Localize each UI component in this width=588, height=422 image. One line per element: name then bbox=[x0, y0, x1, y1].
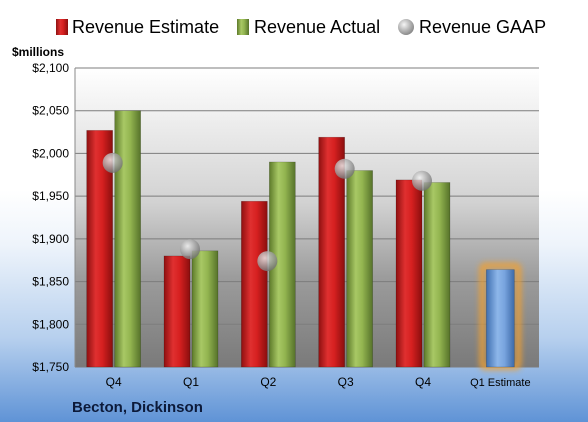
bar-revenue-actual bbox=[191, 250, 219, 368]
x-tick-label: Q4 bbox=[415, 375, 431, 389]
x-axis: Q4 Q1 Q2 Q3 Q4 Q1 Estimate bbox=[106, 375, 531, 389]
y-axis: $1,750 $1,800 $1,850 $1,900 $1,950 $2,000 $2,0… bbox=[32, 61, 76, 374]
x-tick-label: Q3 bbox=[338, 375, 354, 389]
bar-revenue-estimate bbox=[241, 200, 268, 368]
legend-label-revenue-actual: Revenue Actual bbox=[254, 17, 380, 37]
bar-revenue-estimate bbox=[395, 179, 423, 368]
y-tick-label: $1,800 bbox=[32, 317, 69, 331]
y-tick-label: $2,000 bbox=[32, 146, 69, 160]
y-axis-label: $millions bbox=[12, 45, 64, 59]
y-tick-label: $2,050 bbox=[32, 104, 69, 118]
marker-revenue-gaap bbox=[257, 251, 278, 272]
bars bbox=[86, 110, 522, 370]
legend: Revenue Estimate Revenue Actual Revenue … bbox=[56, 17, 546, 37]
x-tick-label: Q2 bbox=[260, 375, 276, 389]
y-tick-label: $1,950 bbox=[32, 189, 69, 203]
bar-revenue-actual bbox=[114, 110, 141, 368]
marker-revenue-gaap bbox=[334, 158, 355, 179]
gridlines bbox=[75, 67, 539, 368]
bar-revenue-estimate bbox=[163, 255, 191, 368]
y-tick-label: $1,900 bbox=[32, 232, 69, 246]
y-tick-label: $1,850 bbox=[32, 275, 69, 289]
x-tick-label: Q4 bbox=[106, 375, 122, 389]
marker-revenue-gaap bbox=[102, 152, 123, 173]
company-name: Becton, Dickinson bbox=[72, 399, 203, 416]
bar-revenue-estimate-forecast bbox=[486, 269, 515, 368]
legend-marker-revenue-gaap bbox=[398, 19, 414, 35]
x-tick-label: Q1 bbox=[183, 375, 199, 389]
gaap-markers bbox=[102, 152, 432, 272]
legend-label-revenue-estimate: Revenue Estimate bbox=[72, 17, 219, 37]
marker-revenue-gaap bbox=[180, 239, 200, 260]
marker-revenue-gaap bbox=[412, 170, 432, 191]
x-tick-label: Q1 Estimate bbox=[470, 377, 531, 389]
legend-swatch-revenue-estimate bbox=[56, 19, 68, 35]
bar-revenue-actual bbox=[423, 182, 451, 368]
y-tick-label: $1,750 bbox=[32, 360, 69, 374]
y-tick-label: $2,100 bbox=[32, 61, 69, 75]
bar-revenue-actual bbox=[346, 170, 373, 368]
legend-swatch-revenue-actual bbox=[237, 19, 249, 35]
legend-label-revenue-gaap: Revenue GAAP bbox=[419, 17, 546, 37]
plot-area bbox=[75, 68, 539, 367]
